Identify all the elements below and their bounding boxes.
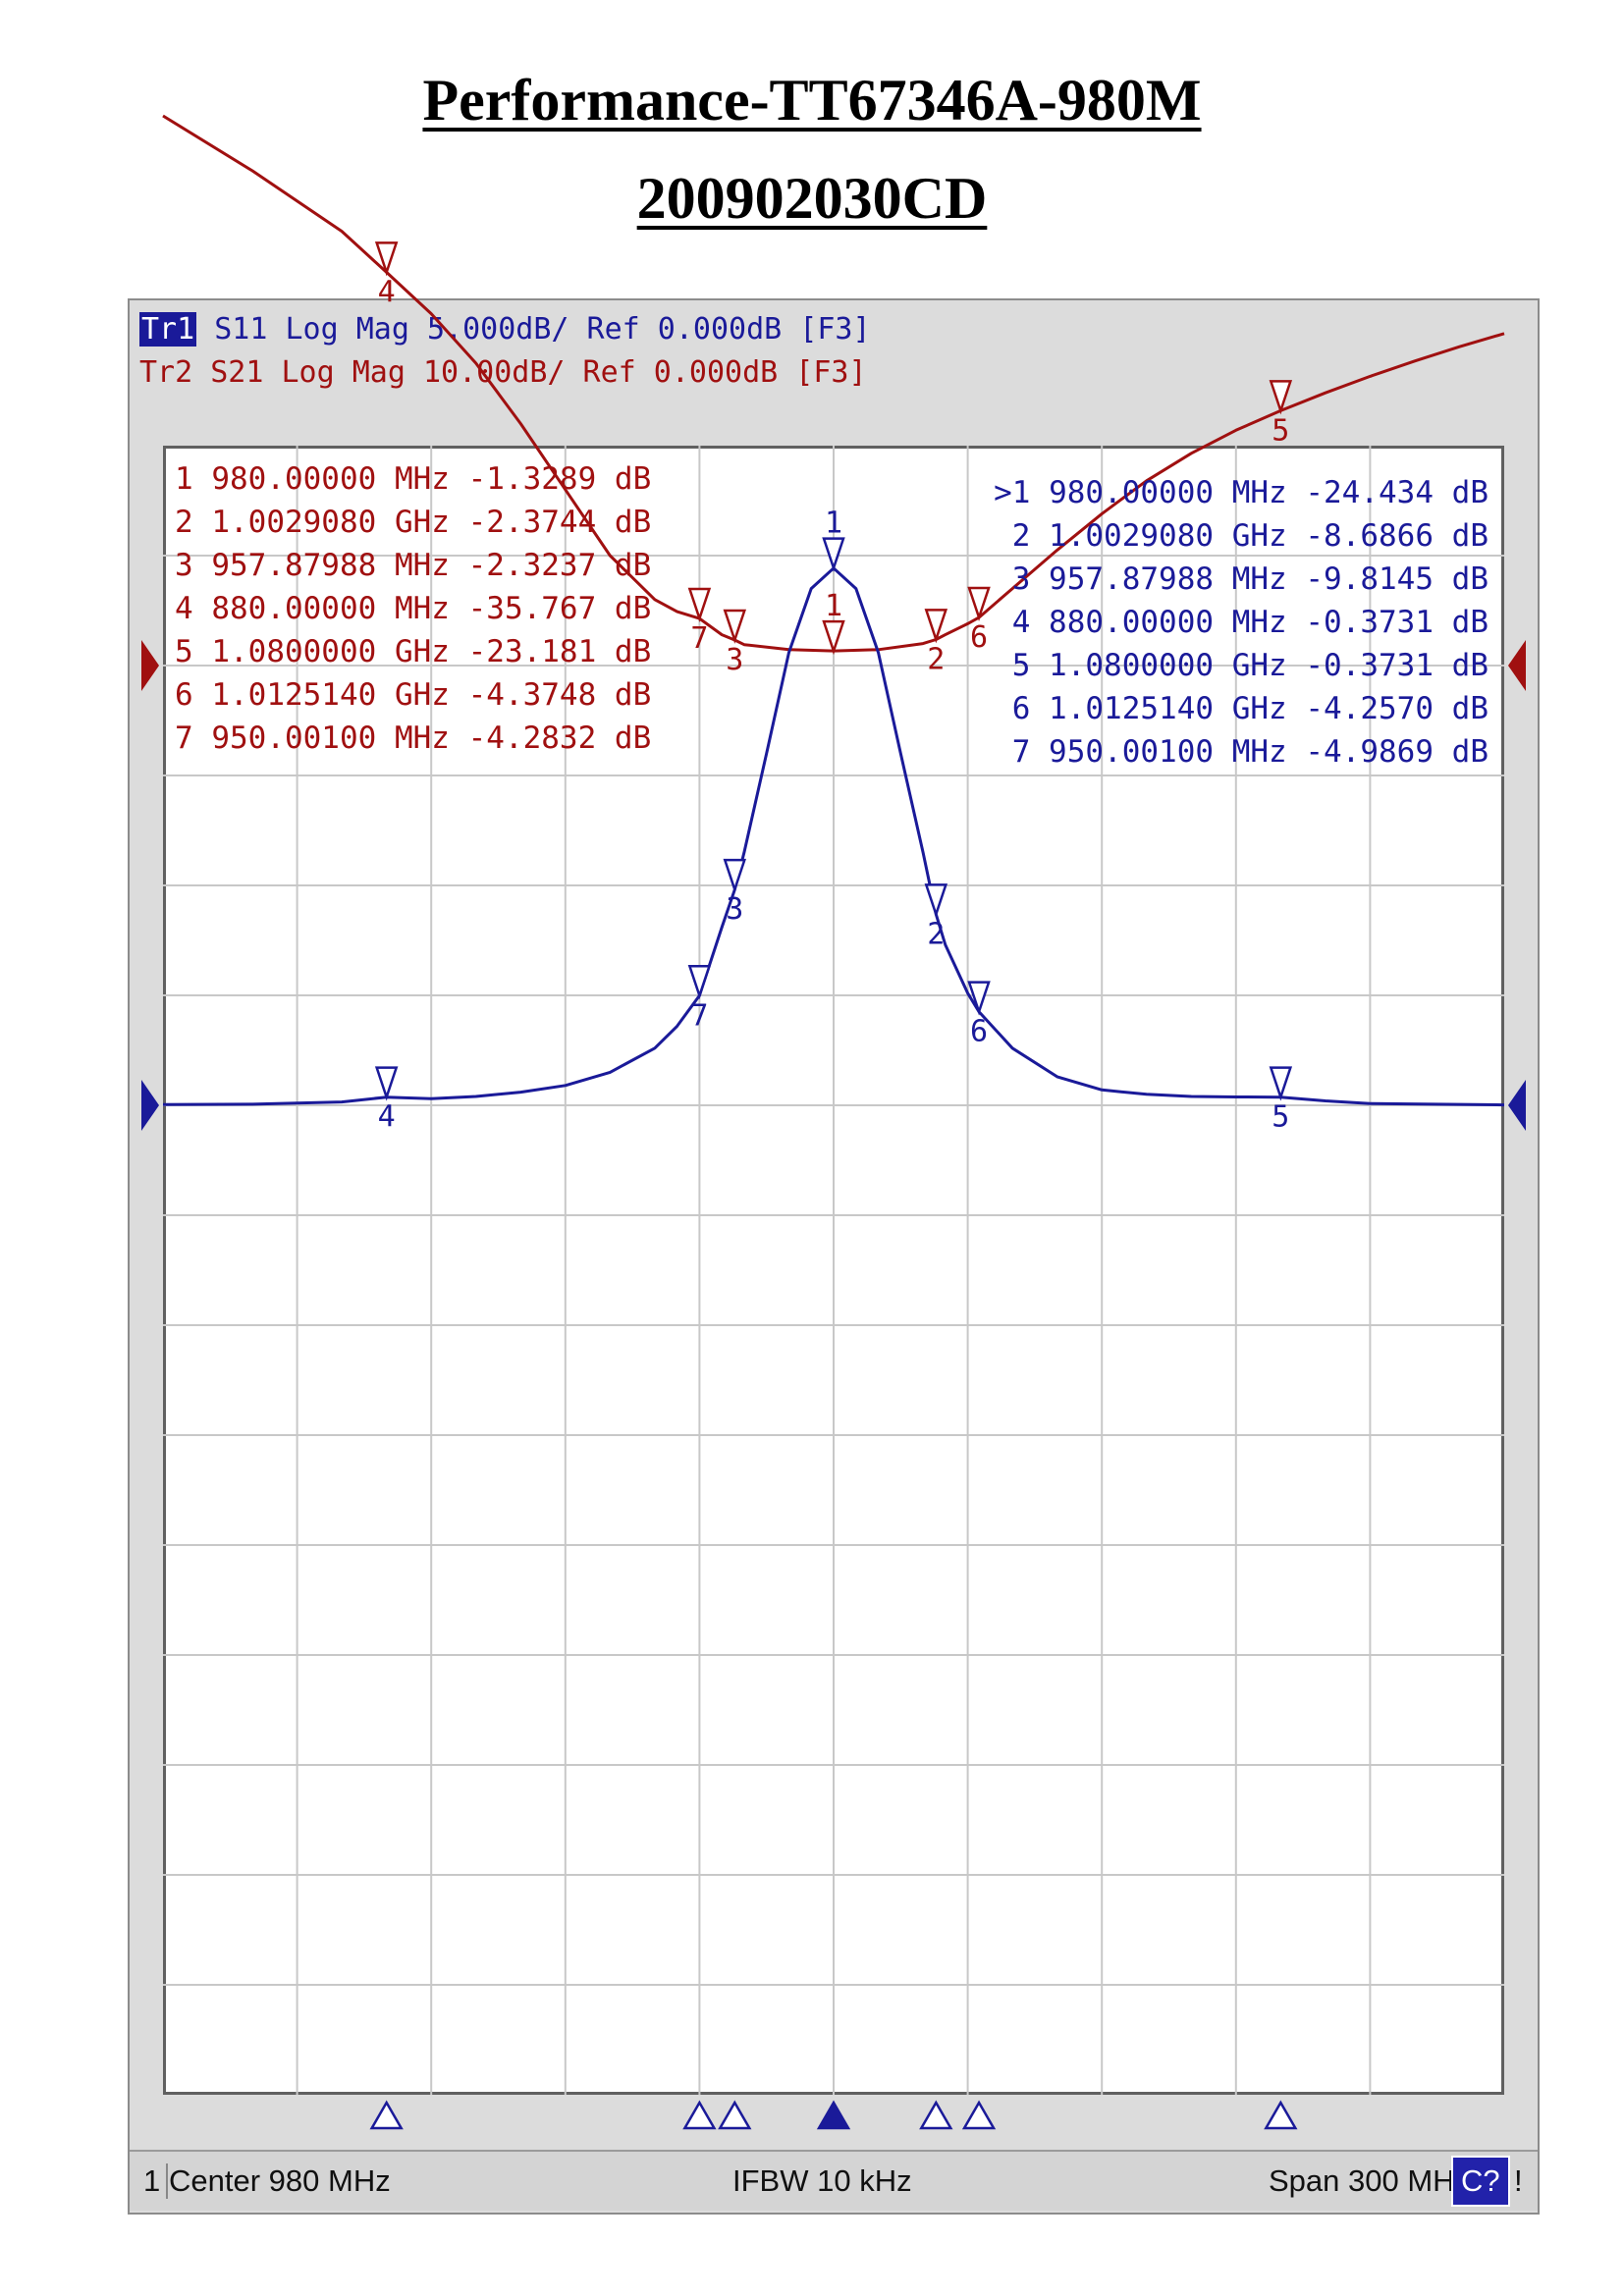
- stimulus-marker-4: [369, 2100, 404, 2130]
- stimulus-marker-3: [718, 2100, 752, 2130]
- stimulus-marker-5: [1264, 2100, 1298, 2130]
- marker-s11-1: 1: [822, 507, 845, 572]
- marker-s21-3-label: 3: [726, 643, 743, 677]
- document-subtitle: 200902030CD: [636, 166, 988, 231]
- marker-s11-7-label: 7: [690, 998, 708, 1033]
- marker-table-s21-row: 5 1.0800000 GHz -23.181 dB: [175, 634, 651, 669]
- marker-table-s11-row: 7 950.00100 MHz -4.9869 dB: [1012, 734, 1489, 770]
- marker-table-s11-row: 5 1.0800000 GHz -0.3731 dB: [1012, 648, 1489, 683]
- marker-s11-2-label: 2: [927, 917, 945, 951]
- status-span[interactable]: Span 300 MHz: [1269, 2163, 1471, 2198]
- marker-s21-6: 6: [967, 586, 991, 655]
- marker-s11-4: 4: [374, 1066, 399, 1135]
- marker-s21-4-label: 4: [378, 275, 396, 309]
- marker-s21-7: 7: [687, 587, 712, 656]
- status-center-frequency[interactable]: Center 980 MHz: [169, 2163, 391, 2198]
- marker-s21-6-label: 6: [970, 620, 988, 655]
- marker-s21-2: 2: [924, 609, 948, 676]
- marker-s11-5-label: 5: [1272, 1100, 1289, 1135]
- trace1-header[interactable]: Tr1 S11 Log Mag 5.000dB/ Ref 0.000dB [F3…: [139, 312, 871, 347]
- marker-table-s11-row: 3 957.87988 MHz -9.8145 dB: [1012, 561, 1489, 597]
- marker-table-s11-row: 4 880.00000 MHz -0.3731 dB: [1012, 605, 1489, 640]
- marker-table-s11-row: >1 980.00000 MHz -24.434 dB: [994, 475, 1489, 510]
- status-bar: 1 Center 980 MHz IFBW 10 kHz Span 300 MH…: [130, 2150, 1538, 2211]
- marker-s21-1-label: 1: [825, 589, 842, 623]
- trace2-ref-marker-left: [141, 640, 159, 691]
- marker-s21-5: 5: [1269, 380, 1293, 448]
- marker-s21-2-label: 2: [927, 642, 945, 676]
- stimulus-marker-6: [961, 2100, 997, 2130]
- status-warning: !: [1514, 2163, 1523, 2198]
- marker-s11-4-label: 4: [378, 1100, 396, 1135]
- marker-table-s21-row: 6 1.0125140 GHz -4.3748 dB: [175, 677, 651, 713]
- status-channel[interactable]: 1: [137, 2163, 169, 2199]
- marker-s21-7-label: 7: [690, 621, 708, 656]
- marker-table-s11-row: 6 1.0125140 GHz -4.2570 dB: [1012, 691, 1489, 726]
- marker-s11-6: 6: [967, 981, 991, 1049]
- marker-s21-4: 4: [374, 241, 399, 309]
- status-ifbw[interactable]: IFBW 10 kHz: [732, 2163, 912, 2198]
- marker-s11-5: 5: [1269, 1066, 1293, 1135]
- marker-table-s21-row: 1 980.00000 MHz -1.3289 dB: [175, 461, 651, 497]
- marker-s21-1: 1: [822, 589, 845, 656]
- trace2-header[interactable]: Tr2 S21 Log Mag 10.00dB/ Ref 0.000dB [F3…: [139, 355, 867, 390]
- marker-table-s21-row: 7 950.00100 MHz -4.2832 dB: [175, 721, 651, 756]
- marker-table-s21-row: 2 1.0029080 GHz -2.3744 dB: [175, 505, 651, 540]
- trace2-ref-marker-right: [1508, 640, 1526, 691]
- marker-table-s21-row: 3 957.87988 MHz -2.3237 dB: [175, 548, 651, 583]
- stimulus-marker-7: [682, 2100, 717, 2130]
- marker-s11-3-label: 3: [726, 892, 743, 927]
- status-calibration[interactable]: C?: [1451, 2156, 1510, 2207]
- marker-s11-7: 7: [687, 965, 712, 1033]
- document-title: Performance-TT67346A-980M: [422, 68, 1202, 133]
- marker-s21-5-label: 5: [1272, 413, 1289, 448]
- marker-s11-2: 2: [924, 883, 948, 951]
- stimulus-marker-1: [816, 2100, 851, 2130]
- trace1-badge[interactable]: Tr1: [139, 312, 197, 347]
- trace1-settings: S11 Log Mag 5.000dB/ Ref 0.000dB [F3]: [196, 312, 871, 347]
- marker-s11-1-label: 1: [825, 507, 842, 541]
- marker-table-s21-row: 4 880.00000 MHz -35.767 dB: [175, 591, 651, 626]
- marker-s21-3: 3: [723, 609, 747, 677]
- marker-table-s11-row: 2 1.0029080 GHz -8.6866 dB: [1012, 518, 1489, 554]
- trace1-ref-marker-right: [1508, 1080, 1526, 1131]
- stimulus-marker-2: [919, 2100, 953, 2130]
- marker-s11-6-label: 6: [970, 1015, 988, 1049]
- marker-s11-3: 3: [723, 858, 747, 927]
- trace1-ref-marker-left: [141, 1080, 159, 1131]
